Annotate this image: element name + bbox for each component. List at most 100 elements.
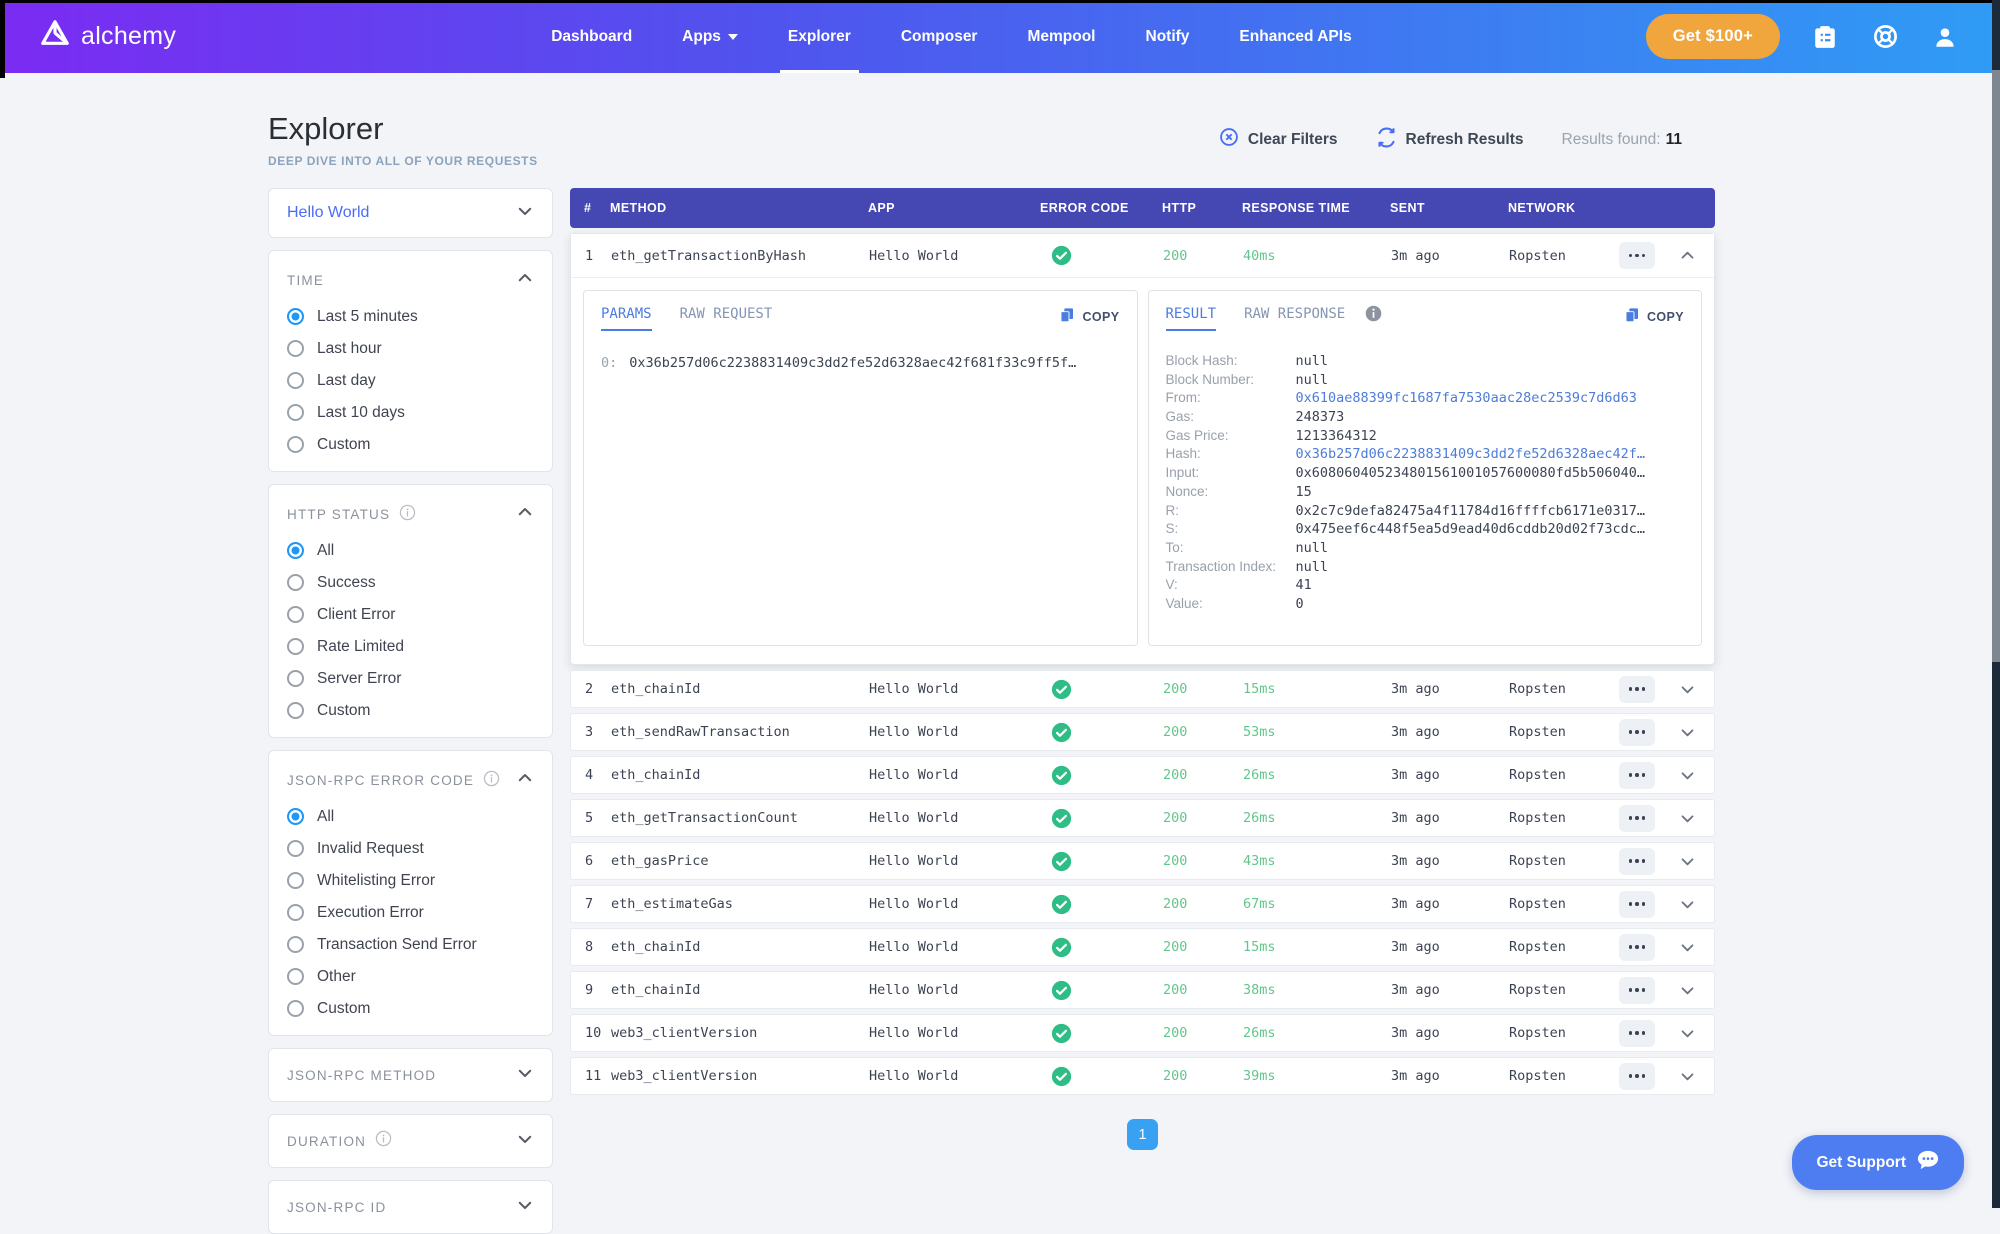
tab-result[interactable]: RESULT bbox=[1165, 306, 1217, 331]
info-icon[interactable] bbox=[483, 770, 500, 792]
table-row-6[interactable]: 6 eth_gasPrice Hello World 200 43ms 3m a… bbox=[570, 842, 1715, 880]
filter-section-duration[interactable]: DURATION bbox=[268, 1114, 553, 1168]
expand-row-chevron-down-icon[interactable] bbox=[1679, 982, 1696, 999]
radio-option-rate-limited[interactable]: Rate Limited bbox=[287, 638, 534, 655]
radio-option-last-day[interactable]: Last day bbox=[287, 372, 534, 389]
radio-unselected-icon[interactable] bbox=[287, 968, 304, 985]
radio-option-last-5-minutes[interactable]: Last 5 minutes bbox=[287, 308, 534, 325]
row-menu-button[interactable] bbox=[1619, 933, 1655, 961]
expand-row-chevron-down-icon[interactable] bbox=[1679, 1025, 1696, 1042]
row-menu-button[interactable] bbox=[1619, 718, 1655, 746]
radio-unselected-icon[interactable] bbox=[287, 872, 304, 889]
expand-chevron-down-icon[interactable] bbox=[516, 1196, 534, 1219]
expand-row-chevron-down-icon[interactable] bbox=[1679, 810, 1696, 827]
nav-item-dashboard[interactable]: Dashboard bbox=[551, 27, 633, 45]
radio-unselected-icon[interactable] bbox=[287, 574, 304, 591]
collapse-chevron-up-icon[interactable] bbox=[516, 769, 534, 792]
help-lifebuoy-icon[interactable] bbox=[1870, 22, 1900, 52]
nav-item-composer[interactable]: Composer bbox=[900, 27, 978, 45]
tab-raw-request[interactable]: RAW REQUEST bbox=[679, 306, 773, 322]
radio-selected-icon[interactable] bbox=[287, 308, 304, 325]
radio-unselected-icon[interactable] bbox=[287, 606, 304, 623]
nav-item-explorer[interactable]: Explorer bbox=[779, 0, 859, 73]
nav-item-apps[interactable]: Apps bbox=[682, 0, 738, 73]
refresh-results-button[interactable]: Refresh Results bbox=[1376, 127, 1524, 153]
row-menu-button[interactable] bbox=[1619, 1019, 1655, 1047]
nav-item-notify[interactable]: Notify bbox=[1145, 27, 1190, 45]
table-row-8[interactable]: 8 eth_chainId Hello World 200 15ms 3m ag… bbox=[570, 928, 1715, 966]
copy-request-button[interactable]: COPY bbox=[1059, 307, 1119, 326]
radio-option-transaction-send-error[interactable]: Transaction Send Error bbox=[287, 936, 534, 953]
radio-selected-icon[interactable] bbox=[287, 542, 304, 559]
filter-section-json-rpc-id[interactable]: JSON-RPC ID bbox=[268, 1180, 553, 1234]
radio-option-custom[interactable]: Custom bbox=[287, 1000, 534, 1017]
tab-raw-response[interactable]: RAW RESPONSE bbox=[1244, 306, 1346, 322]
user-account-icon[interactable] bbox=[1930, 22, 1960, 52]
row-menu-button[interactable] bbox=[1619, 242, 1655, 269]
table-row-1[interactable]: 1 eth_getTransactionByHash Hello World 2… bbox=[571, 234, 1714, 278]
nav-item-mempool[interactable]: Mempool bbox=[1027, 27, 1096, 45]
radio-unselected-icon[interactable] bbox=[287, 936, 304, 953]
radio-option-last-hour[interactable]: Last hour bbox=[287, 340, 534, 357]
radio-unselected-icon[interactable] bbox=[287, 670, 304, 687]
scrollbar-thumb[interactable] bbox=[1992, 70, 2000, 662]
table-row-11[interactable]: 11 web3_clientVersion Hello World 200 39… bbox=[570, 1057, 1715, 1095]
info-icon[interactable] bbox=[1365, 305, 1382, 326]
table-row-2[interactable]: 2 eth_chainId Hello World 200 15ms 3m ag… bbox=[570, 670, 1715, 708]
radio-unselected-icon[interactable] bbox=[287, 340, 304, 357]
radio-option-invalid-request[interactable]: Invalid Request bbox=[287, 840, 534, 857]
copy-response-button[interactable]: COPY bbox=[1624, 307, 1684, 326]
nav-item-enhanced-apis[interactable]: Enhanced APIs bbox=[1239, 27, 1352, 45]
radio-option-all[interactable]: All bbox=[287, 542, 534, 559]
radio-option-client-error[interactable]: Client Error bbox=[287, 606, 534, 623]
radio-option-whitelisting-error[interactable]: Whitelisting Error bbox=[287, 872, 534, 889]
tab-params[interactable]: PARAMS bbox=[601, 306, 652, 331]
radio-option-custom[interactable]: Custom bbox=[287, 702, 534, 719]
row-menu-button[interactable] bbox=[1619, 847, 1655, 875]
row-menu-button[interactable] bbox=[1619, 976, 1655, 1004]
radio-option-server-error[interactable]: Server Error bbox=[287, 670, 534, 687]
radio-option-success[interactable]: Success bbox=[287, 574, 534, 591]
collapse-row-chevron-up-icon[interactable] bbox=[1679, 247, 1696, 264]
row-menu-button[interactable] bbox=[1619, 1062, 1655, 1090]
radio-unselected-icon[interactable] bbox=[287, 840, 304, 857]
alchemy-logo[interactable]: alchemy bbox=[40, 18, 176, 55]
table-row-7[interactable]: 7 eth_estimateGas Hello World 200 67ms 3… bbox=[570, 885, 1715, 923]
radio-option-last-10-days[interactable]: Last 10 days bbox=[287, 404, 534, 421]
table-row-10[interactable]: 10 web3_clientVersion Hello World 200 26… bbox=[570, 1014, 1715, 1052]
expand-row-chevron-down-icon[interactable] bbox=[1679, 724, 1696, 741]
expand-chevron-down-icon[interactable] bbox=[516, 1130, 534, 1153]
table-row-9[interactable]: 9 eth_chainId Hello World 200 38ms 3m ag… bbox=[570, 971, 1715, 1009]
radio-option-custom[interactable]: Custom bbox=[287, 436, 534, 453]
radio-selected-icon[interactable] bbox=[287, 808, 304, 825]
radio-unselected-icon[interactable] bbox=[287, 436, 304, 453]
page-1-button[interactable]: 1 bbox=[1127, 1119, 1158, 1150]
billing-clipboard-icon[interactable] bbox=[1810, 22, 1840, 52]
get-credit-button[interactable]: Get $100+ bbox=[1645, 14, 1780, 59]
collapse-chevron-up-icon[interactable] bbox=[516, 269, 534, 292]
row-menu-button[interactable] bbox=[1619, 804, 1655, 832]
row-menu-button[interactable] bbox=[1619, 675, 1655, 703]
collapse-chevron-up-icon[interactable] bbox=[516, 503, 534, 526]
radio-option-other[interactable]: Other bbox=[287, 968, 534, 985]
row-menu-button[interactable] bbox=[1619, 761, 1655, 789]
filter-section-json-rpc-method[interactable]: JSON-RPC METHOD bbox=[268, 1048, 553, 1102]
page-scrollbar[interactable] bbox=[1992, 0, 2000, 1208]
radio-unselected-icon[interactable] bbox=[287, 702, 304, 719]
field-value-link[interactable]: 0x610ae88399fc1687fa7530aac28ec2539c7d6d… bbox=[1295, 390, 1637, 407]
radio-unselected-icon[interactable] bbox=[287, 638, 304, 655]
expand-row-chevron-down-icon[interactable] bbox=[1679, 1068, 1696, 1085]
app-selector-dropdown[interactable]: Hello World bbox=[268, 188, 553, 238]
clear-filters-button[interactable]: Clear Filters bbox=[1219, 127, 1338, 152]
table-row-3[interactable]: 3 eth_sendRawTransaction Hello World 200… bbox=[570, 713, 1715, 751]
expand-row-chevron-down-icon[interactable] bbox=[1679, 939, 1696, 956]
radio-unselected-icon[interactable] bbox=[287, 904, 304, 921]
radio-option-execution-error[interactable]: Execution Error bbox=[287, 904, 534, 921]
radio-unselected-icon[interactable] bbox=[287, 372, 304, 389]
info-icon[interactable] bbox=[375, 1130, 392, 1152]
expand-row-chevron-down-icon[interactable] bbox=[1679, 681, 1696, 698]
table-row-4[interactable]: 4 eth_chainId Hello World 200 26ms 3m ag… bbox=[570, 756, 1715, 794]
expand-row-chevron-down-icon[interactable] bbox=[1679, 853, 1696, 870]
table-row-5[interactable]: 5 eth_getTransactionCount Hello World 20… bbox=[570, 799, 1715, 837]
radio-option-all[interactable]: All bbox=[287, 808, 534, 825]
